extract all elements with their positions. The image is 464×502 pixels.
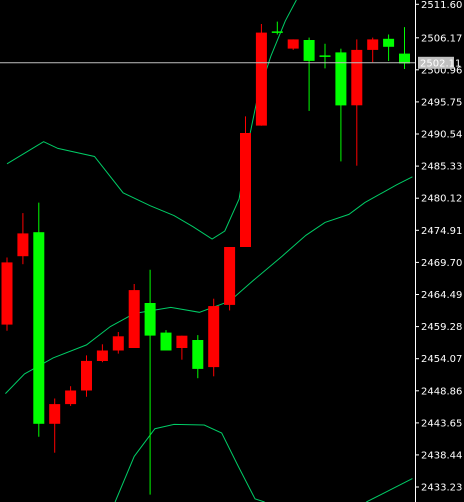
price-tick-label: 2454.07 bbox=[421, 354, 462, 365]
band-lower bbox=[114, 423, 265, 502]
price-tick-label: 2469.70 bbox=[421, 258, 462, 269]
candle[interactable] bbox=[224, 247, 236, 311]
candle-body-bull bbox=[335, 52, 347, 106]
price-tick-label: 2448.86 bbox=[421, 386, 462, 397]
candle[interactable] bbox=[271, 21, 283, 35]
price-tick-label: 2490.54 bbox=[421, 130, 462, 141]
candle[interactable] bbox=[176, 335, 188, 360]
candle[interactable] bbox=[303, 37, 315, 111]
candle[interactable] bbox=[96, 344, 108, 363]
price-tick-label: 2495.75 bbox=[421, 97, 462, 108]
price-tick-label: 2485.33 bbox=[421, 162, 462, 173]
candle-body-bear bbox=[1, 262, 13, 325]
candle-body-bull bbox=[160, 332, 172, 351]
price-tick-label: 2433.23 bbox=[421, 483, 462, 494]
price-axis-ticks: 2511.60 2506.17 2500.96 2495.75 2490.54 2485.… bbox=[415, 0, 462, 494]
candle-body-bear bbox=[176, 335, 188, 348]
candle[interactable] bbox=[33, 202, 45, 437]
candle[interactable] bbox=[1, 257, 13, 331]
candle[interactable] bbox=[192, 335, 204, 379]
price-tick-label: 2443.65 bbox=[421, 418, 462, 429]
candle[interactable] bbox=[160, 330, 172, 351]
candle[interactable] bbox=[65, 386, 77, 406]
band-lower-tail bbox=[366, 478, 413, 502]
candle[interactable] bbox=[240, 116, 251, 247]
candle-body-bear bbox=[287, 39, 299, 49]
candle[interactable] bbox=[287, 39, 299, 50]
candle-body-bull bbox=[383, 38, 395, 47]
price-tick-label: 2506.17 bbox=[421, 33, 462, 44]
candle[interactable] bbox=[128, 284, 140, 348]
price-tick-label: 2511.60 bbox=[421, 0, 462, 11]
price-tick-label: 2500.96 bbox=[421, 65, 462, 76]
candle[interactable] bbox=[17, 213, 29, 265]
candle-body-bull bbox=[192, 340, 204, 369]
candle-body-bear bbox=[255, 32, 267, 126]
current-price-tag: 2502.11 bbox=[418, 56, 461, 69]
price-tick-label: 2464.49 bbox=[421, 290, 462, 301]
candle[interactable] bbox=[351, 39, 363, 166]
candle[interactable] bbox=[335, 48, 347, 162]
candle-body-bull bbox=[33, 232, 45, 424]
current-price-label: 2502.11 bbox=[420, 58, 461, 69]
candle-body-bull bbox=[399, 53, 410, 64]
candle-body-bear bbox=[81, 360, 92, 391]
candle-body-bull bbox=[271, 31, 283, 33]
candle-body-bear bbox=[128, 290, 140, 348]
candle-body-bull bbox=[144, 303, 156, 336]
candle-body-bull bbox=[319, 55, 331, 57]
candle[interactable] bbox=[81, 355, 92, 397]
price-tick-label: 2480.12 bbox=[421, 194, 462, 205]
candles bbox=[1, 21, 410, 495]
candle-body-bear bbox=[351, 49, 363, 106]
candle[interactable] bbox=[383, 34, 395, 62]
candle[interactable] bbox=[112, 332, 124, 354]
candle[interactable] bbox=[319, 43, 331, 69]
candle-body-bear bbox=[96, 350, 108, 361]
candle-body-bull bbox=[303, 40, 315, 61]
price-tick-label: 2438.44 bbox=[421, 450, 462, 461]
candle-body-bear bbox=[224, 247, 236, 305]
candle[interactable] bbox=[367, 37, 379, 63]
price-tick-label: 2474.91 bbox=[421, 226, 462, 237]
candle[interactable] bbox=[49, 398, 61, 453]
candle-body-bear bbox=[49, 404, 61, 424]
current-price-tag-bg bbox=[418, 56, 454, 69]
candle-body-bear bbox=[208, 306, 220, 368]
candle[interactable] bbox=[144, 269, 156, 495]
candle-body-bear bbox=[65, 390, 77, 405]
price-tick-label: 2459.28 bbox=[421, 322, 462, 333]
candle-body-bear bbox=[367, 39, 379, 50]
candle[interactable] bbox=[399, 27, 410, 69]
candle-body-bear bbox=[112, 336, 124, 351]
candle-body-bear bbox=[240, 133, 251, 247]
candle[interactable] bbox=[255, 24, 267, 126]
candle[interactable] bbox=[208, 298, 220, 377]
candle-body-bear bbox=[17, 233, 29, 257]
